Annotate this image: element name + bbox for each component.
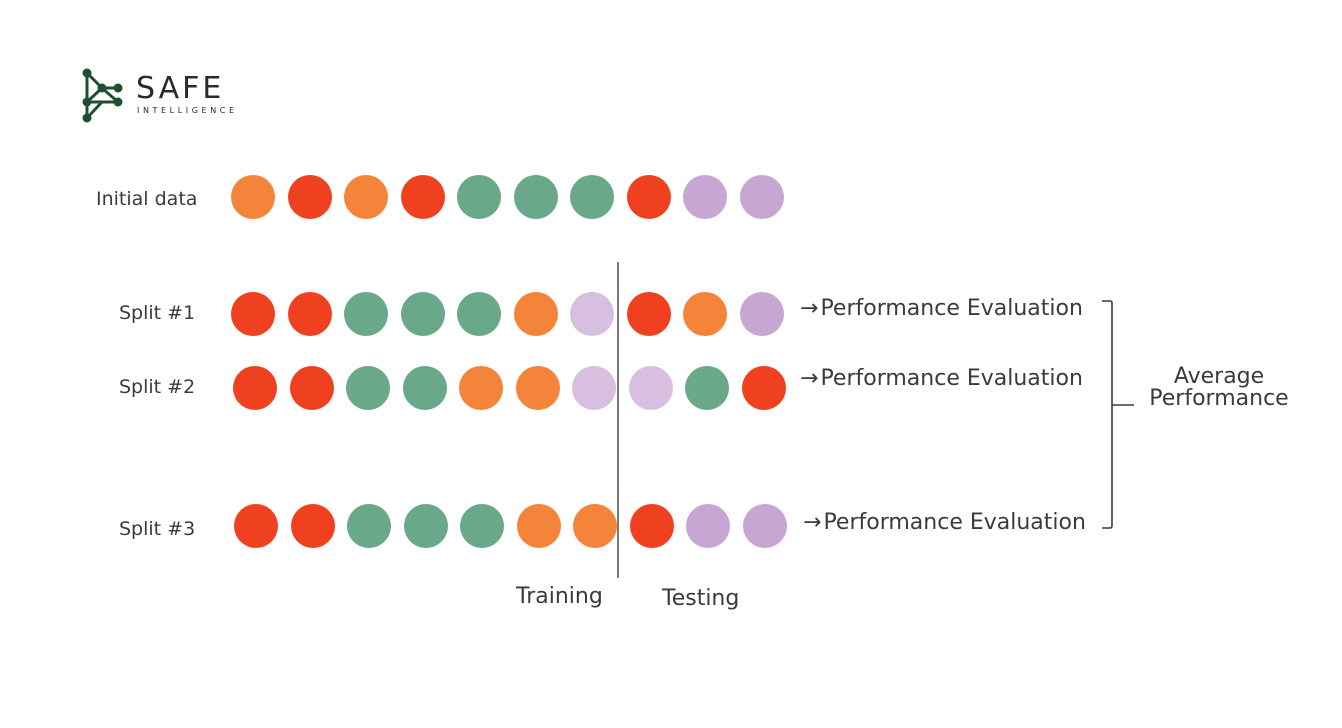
evaluation-split-3: →Performance Evaluation [803,510,1086,535]
row-label-split-1: Split #1 [119,302,196,324]
grouping-bracket [1102,300,1134,529]
data-point-purple [683,175,727,219]
data-point-orange [516,504,561,548]
data-point-green [344,292,388,336]
data-point-purple [686,504,730,548]
data-point-purple [739,292,784,336]
data-point-lightpurple [628,366,673,410]
arrow-right-icon: → [803,510,822,535]
data-point-green [400,292,445,336]
data-point-red [234,504,278,548]
data-point-green [347,504,391,548]
data-point-orange [683,292,727,336]
average-line-1: Average [1173,364,1265,389]
data-point-orange [513,292,558,336]
data-point-purple [742,504,787,548]
network-logo-icon [82,68,123,123]
data-point-purple [739,175,784,219]
testing-label: Testing [662,586,740,611]
train-test-divider [617,262,619,578]
arrow-right-icon: → [800,296,819,321]
data-point-red [233,366,277,410]
evaluation-label: Performance Evaluation [823,510,1086,535]
data-point-red [231,292,275,336]
data-point-green [402,366,447,410]
evaluation-label: Performance Evaluation [820,366,1083,391]
evaluation-label: Performance Evaluation [820,296,1083,321]
row-label-initial-data: Initial data [96,188,198,210]
data-point-green [457,292,501,336]
evaluation-split-1: →Performance Evaluation [800,296,1083,321]
training-label: Training [516,584,603,609]
logo-wordmark: SAFE [136,71,225,106]
data-point-orange [231,175,275,219]
data-point-red [626,175,671,219]
data-point-red [290,504,335,548]
data-point-red [400,175,445,219]
data-point-green [570,175,614,219]
average-performance-label: Average Performance [1146,366,1292,410]
data-point-red [741,366,786,410]
data-point-lightpurple [570,292,614,336]
data-point-red [287,175,332,219]
logo-subtitle: INTELLIGENCE [137,106,238,115]
data-point-green [346,366,390,410]
data-point-green [457,175,501,219]
data-point-red [629,504,674,548]
data-point-lightpurple [572,366,616,410]
logo: SAFE INTELLIGENCE [80,68,270,126]
data-point-green [460,504,504,548]
data-point-orange [515,366,560,410]
arrow-right-icon: → [800,366,819,391]
data-point-green [403,504,448,548]
average-line-2: Performance [1149,386,1289,411]
data-point-orange [459,366,503,410]
row-label-split-2: Split #2 [119,376,196,398]
data-point-green [685,366,729,410]
evaluation-split-2: →Performance Evaluation [800,366,1083,391]
row-label-split-3: Split #3 [119,518,196,540]
data-point-green [513,175,558,219]
data-point-red [289,366,334,410]
data-point-orange [344,175,388,219]
data-point-red [287,292,332,336]
data-point-red [626,292,671,336]
data-point-orange [573,504,617,548]
